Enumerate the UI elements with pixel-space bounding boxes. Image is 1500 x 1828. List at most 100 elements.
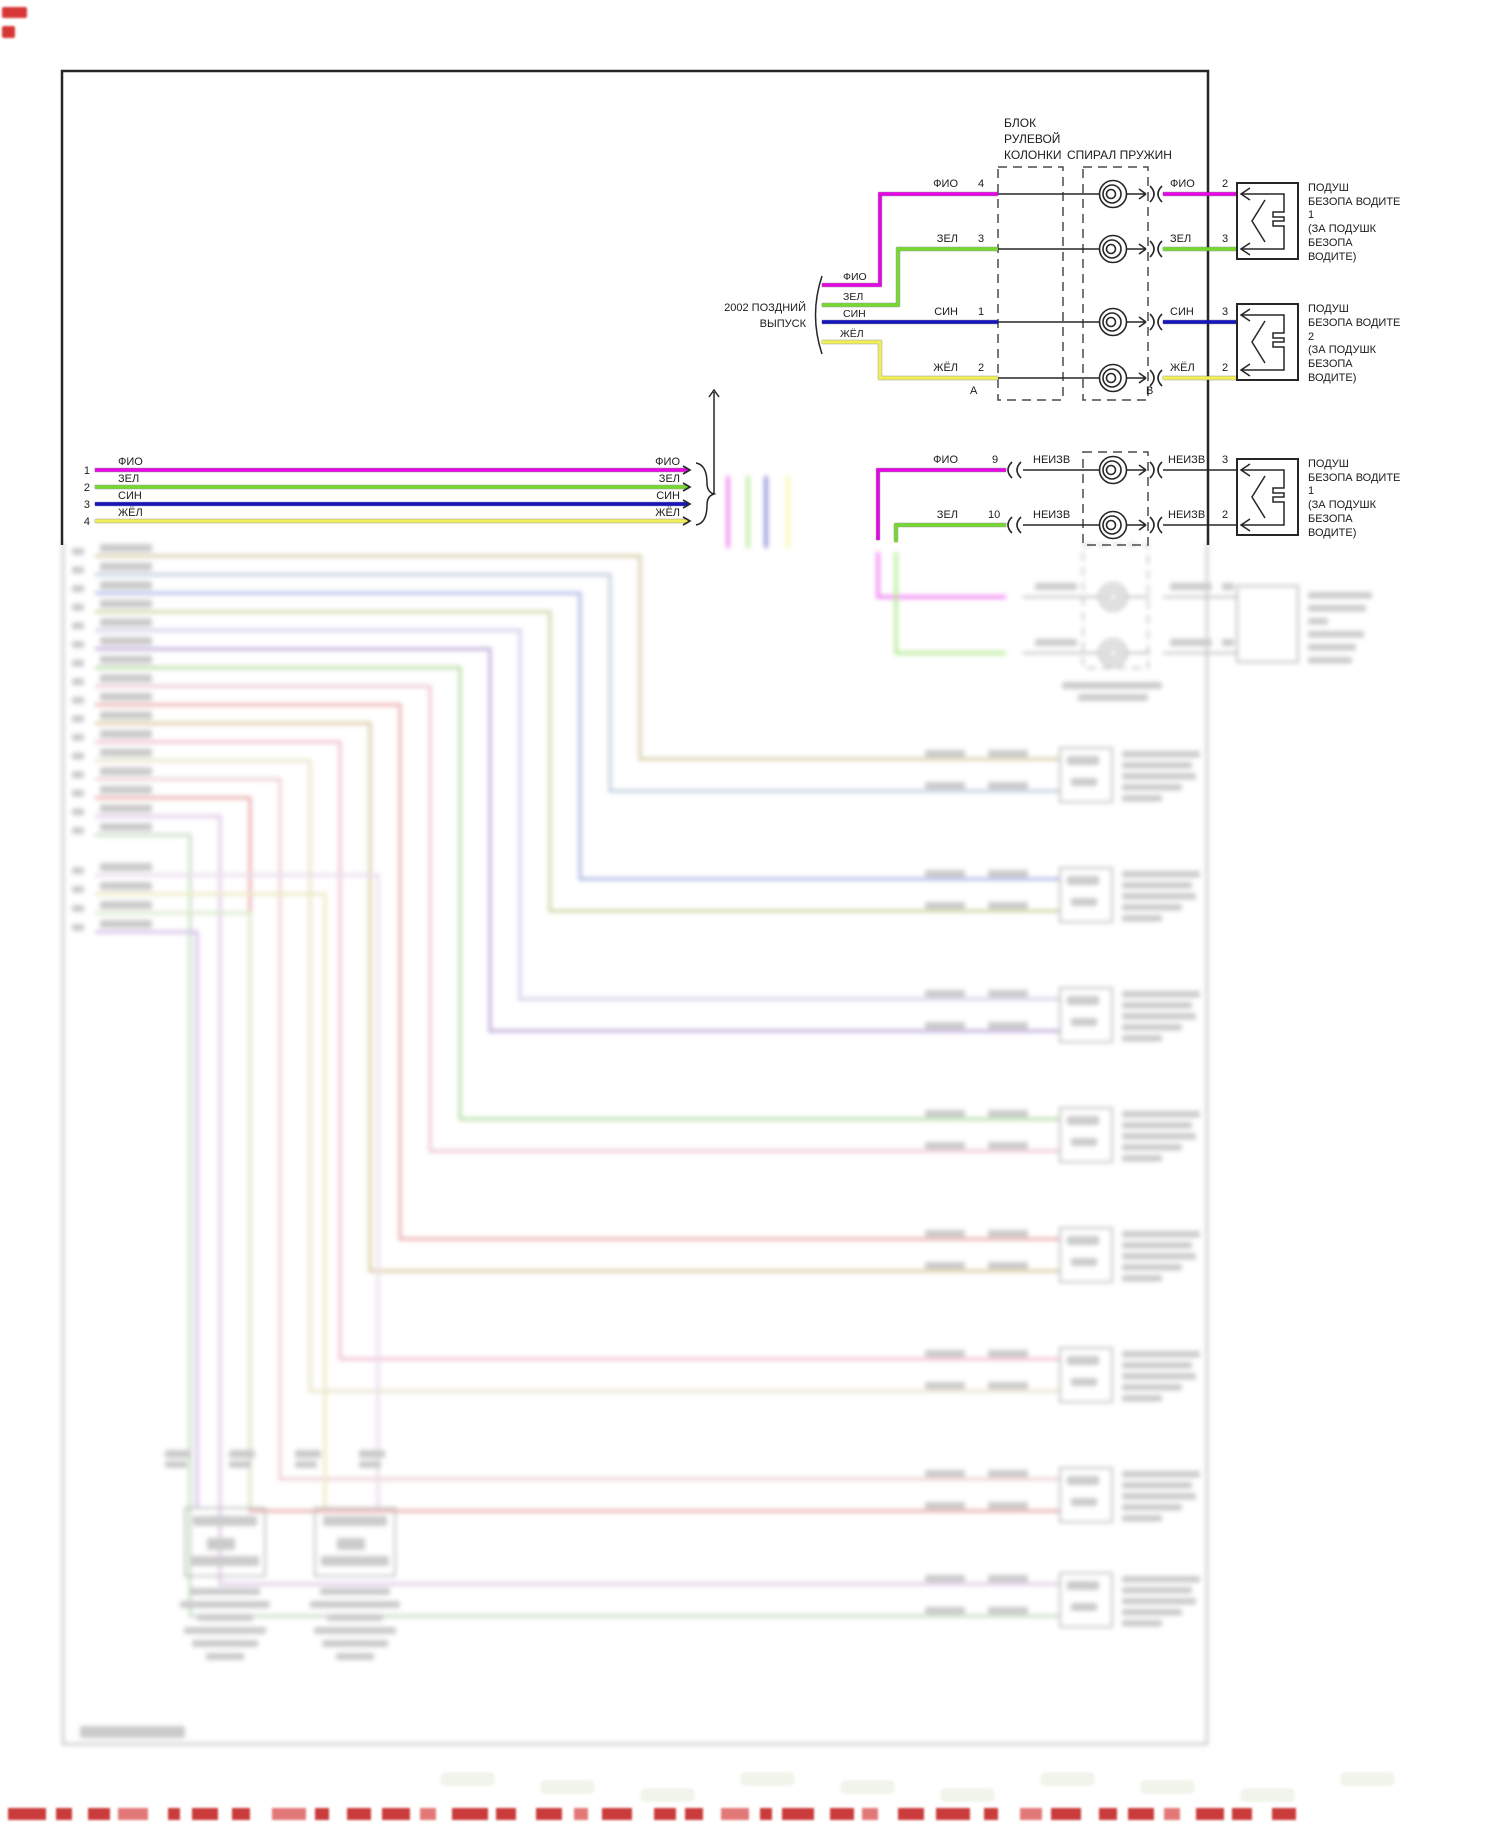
text-smudge	[1122, 1253, 1196, 1260]
text-smudge	[1062, 682, 1162, 689]
red-edge-dash	[347, 1808, 371, 1820]
row1-right-label: ФИО	[1170, 178, 1195, 190]
text-smudge	[1122, 1111, 1200, 1118]
text-smudge	[1071, 1018, 1097, 1026]
text-smudge	[1071, 1603, 1097, 1611]
harness-left-label-3: СИН	[118, 490, 142, 502]
row3-left-label: СИН	[934, 306, 958, 318]
text-smudge	[314, 1627, 396, 1634]
red-edge-dash	[315, 1808, 329, 1820]
red-edge-dash	[984, 1808, 998, 1820]
text-smudge	[1122, 893, 1196, 900]
faded-connector-box	[1059, 867, 1113, 923]
text-smudge	[72, 715, 84, 723]
text-smudge	[1122, 1035, 1162, 1042]
text-smudge	[1122, 1493, 1196, 1500]
note-2002-line2: ВЫПУСК	[760, 318, 807, 330]
text-smudge	[1122, 882, 1192, 889]
faded-wire	[95, 703, 1060, 1241]
text-smudge	[1122, 1002, 1192, 1009]
text-smudge	[1122, 1373, 1196, 1380]
text-smudge	[925, 1502, 965, 1509]
text-smudge	[988, 1502, 1028, 1509]
text-smudge	[988, 1262, 1028, 1269]
airbag2-line4: (ЗА ПОДУШК	[1308, 344, 1377, 356]
text-smudge	[988, 782, 1028, 789]
text-smudge	[1067, 1356, 1099, 1365]
green-edge-smudge	[1240, 1788, 1295, 1802]
text-smudge	[72, 789, 84, 797]
bundle-label-zhel: ЖЁЛ	[840, 328, 864, 340]
red-edge-dash	[1128, 1808, 1154, 1820]
text-smudge	[925, 1230, 965, 1237]
red-edge-dash	[654, 1808, 676, 1820]
text-smudge	[925, 1262, 965, 1269]
faded-spiral	[1098, 638, 1128, 668]
text-smudge	[1067, 1581, 1099, 1590]
text-smudge	[1308, 657, 1352, 664]
text-smudge	[1122, 762, 1192, 769]
text-smudge	[100, 711, 152, 720]
text-smudge	[1122, 1144, 1182, 1151]
text-smudge	[100, 804, 152, 813]
red-edge-dash	[496, 1808, 516, 1820]
text-smudge	[925, 750, 965, 757]
text-smudge	[1071, 898, 1097, 906]
faded-wire	[95, 930, 199, 1508]
steering-column-header-line2: РУЛЕВОЙ	[1004, 131, 1060, 146]
red-edge-dash	[782, 1808, 814, 1820]
airbag1-line4: (ЗА ПОДУШК	[1308, 223, 1377, 235]
red-edge-dash	[1020, 1808, 1042, 1820]
faded-spiral	[1107, 591, 1119, 603]
harness-left-label-1: ФИО	[118, 456, 143, 468]
text-smudge	[1067, 876, 1099, 885]
text-smudge	[359, 1450, 385, 1458]
row2-left-label: ЗЕЛ	[937, 233, 958, 245]
text-smudge	[1122, 1395, 1162, 1402]
bundle-label-fio: ФИО	[843, 271, 867, 283]
row4-left-pin: 2	[978, 362, 984, 374]
text-smudge	[100, 767, 152, 776]
faded-wire	[95, 610, 1060, 913]
text-smudge	[1122, 1504, 1182, 1511]
text-smudge	[1122, 1155, 1162, 1162]
text-smudge	[1122, 1013, 1196, 1020]
text-smudge	[1122, 1482, 1192, 1489]
text-smudge	[72, 924, 84, 931]
page-border-faded	[61, 543, 1209, 1746]
lower2-right-label: НЕИЗВ	[1168, 509, 1205, 521]
text-smudge	[72, 734, 84, 741]
text-smudge	[988, 1607, 1028, 1614]
text-smudge	[988, 1110, 1028, 1117]
text-smudge	[1067, 756, 1099, 765]
text-smudge	[206, 1653, 244, 1660]
text-smudge	[323, 1516, 387, 1526]
faded-connector-box	[1059, 1467, 1113, 1523]
text-smudge	[988, 990, 1028, 997]
faded-wire	[95, 892, 327, 1508]
faded-wire	[95, 573, 1060, 793]
text-smudge	[197, 1614, 253, 1621]
faded-bottom-box	[314, 1507, 396, 1577]
airbag3-line4: (ЗА ПОДУШК	[1308, 499, 1377, 511]
text-smudge	[988, 1230, 1028, 1237]
text-smudge	[925, 1470, 965, 1477]
text-smudge	[925, 1382, 965, 1389]
harness-brace	[695, 462, 717, 526]
red-edge-dash	[382, 1808, 410, 1820]
bundle-bracket	[814, 275, 823, 355]
text-smudge	[190, 1588, 260, 1595]
text-smudge	[1308, 618, 1328, 625]
text-smudge	[1122, 784, 1182, 791]
airbag2-line2: БЕЗОПА ВОДИТЕ	[1308, 317, 1400, 329]
clockspring-header: СПИРАЛ ПРУЖИН	[1067, 148, 1172, 162]
faded-diagram-section	[61, 476, 1372, 1746]
red-print-marks	[2, 7, 1395, 1820]
text-smudge	[100, 882, 152, 890]
airbag2-line3: 2	[1308, 331, 1314, 343]
green-edge-smudge	[840, 1780, 895, 1794]
wire-zhel-top-left	[822, 340, 998, 380]
lower1-left-pin: 9	[992, 454, 998, 466]
red-edge-dash	[118, 1808, 148, 1820]
steering-column-header-line3: КОЛОНКИ	[1004, 148, 1062, 162]
